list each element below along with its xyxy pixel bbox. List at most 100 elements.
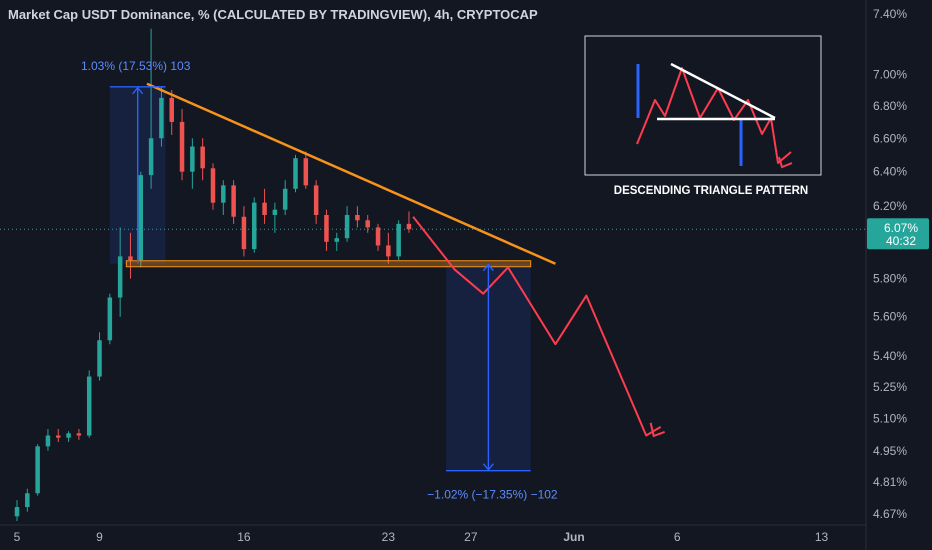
- candle-body: [25, 493, 30, 508]
- candle-body: [334, 238, 340, 242]
- candle: [365, 214, 370, 233]
- exchange: CRYPTOCAP: [456, 7, 538, 22]
- candle: [251, 197, 257, 253]
- candle-body: [251, 202, 257, 250]
- projection-arrow-head: [649, 422, 665, 438]
- drawings-layer: 1.03% (17.53%) 103 −1.02% (−17.35%) −102: [0, 59, 866, 502]
- candle: [35, 444, 40, 496]
- candle: [148, 28, 154, 189]
- candle-body: [324, 214, 329, 242]
- time-tick-label: 6: [674, 530, 681, 544]
- time-tick-label: 9: [96, 530, 103, 544]
- price-tick-label: 6.40%: [873, 165, 907, 179]
- candle: [45, 429, 51, 451]
- candle-body: [241, 216, 247, 250]
- candle: [56, 429, 61, 443]
- price-tick-label: 5.60%: [873, 310, 907, 324]
- candle-body: [179, 121, 185, 172]
- candle-body: [313, 185, 319, 215]
- inset-pattern-diagram: DESCENDING TRIANGLE PATTERN: [584, 35, 822, 197]
- candle-body: [200, 146, 205, 169]
- candle-body: [159, 97, 164, 139]
- candle-body: [169, 97, 174, 122]
- candle: [313, 180, 319, 224]
- measure-layer: [109, 86, 531, 471]
- inset-caption: DESCENDING TRIANGLE PATTERN: [614, 185, 808, 197]
- time-tick-label: 27: [464, 530, 478, 544]
- chart-title: Market Cap USDT Dominance, % (CALCULATED…: [8, 7, 538, 22]
- candle-body: [128, 256, 133, 261]
- candle-body: [97, 340, 102, 377]
- inset-arrow-head: [778, 156, 793, 169]
- price-tick-label: 5.10%: [873, 411, 907, 425]
- candle-body: [293, 158, 298, 189]
- candle: [179, 109, 185, 181]
- candle: [97, 332, 102, 381]
- candle: [375, 223, 381, 251]
- current-price-label: 6.07%: [884, 221, 918, 235]
- symbol-name: Market Cap USDT Dominance, % (CALCULATED…: [8, 7, 428, 22]
- measure-down-top-arrow-head: [482, 263, 494, 272]
- candle-body: [303, 158, 309, 186]
- candle: [190, 138, 195, 189]
- candle-body: [375, 227, 381, 246]
- candle-body: [210, 168, 216, 203]
- resistance-trendline: [146, 82, 556, 265]
- interval[interactable]: 4h: [434, 7, 450, 22]
- candle: [138, 171, 144, 268]
- candle-body: [86, 376, 92, 436]
- candle-body: [262, 202, 267, 215]
- candle: [303, 151, 309, 189]
- price-tick-label: 5.25%: [873, 380, 907, 394]
- price-tick-label: 6.80%: [873, 99, 907, 113]
- candle-body: [76, 433, 82, 436]
- candle-body: [386, 245, 391, 257]
- candle-body: [282, 188, 288, 210]
- candle: [334, 232, 340, 251]
- inset-frame: [584, 35, 822, 176]
- candle-body: [231, 185, 236, 217]
- candle-body: [344, 214, 350, 239]
- candle: [272, 202, 278, 233]
- measure-up-arrow-head: [132, 86, 144, 95]
- support-zone: [125, 260, 532, 268]
- candle-body: [117, 256, 123, 298]
- candle: [76, 429, 82, 440]
- candle-body: [272, 209, 278, 215]
- candle: [210, 163, 216, 210]
- price-tick-label: 7.40%: [873, 7, 907, 21]
- candle: [25, 488, 30, 512]
- time-tick-label: 16: [237, 530, 251, 544]
- inset-price-path: [636, 67, 792, 164]
- time-tick-label: 5: [14, 530, 21, 544]
- candle: [14, 500, 20, 522]
- candle-body: [107, 297, 113, 341]
- measure-down-arrow-head: [482, 463, 494, 471]
- candle: [386, 232, 391, 264]
- candle: [200, 138, 205, 181]
- candle-body: [221, 185, 226, 203]
- current-price-badge: [867, 218, 929, 250]
- candle-body: [14, 507, 20, 517]
- price-tick-label: 4.67%: [873, 507, 907, 521]
- candle-body: [148, 138, 154, 176]
- time-tick-label: 13: [815, 530, 829, 544]
- measure-up-label: 1.03% (17.53%) 103: [81, 59, 191, 73]
- candle: [355, 206, 360, 228]
- candle: [169, 89, 174, 135]
- price-tick-label: 6.20%: [873, 199, 907, 213]
- time-tick-label: 23: [382, 530, 396, 544]
- countdown-label: 40:32: [886, 234, 916, 248]
- candle-body: [406, 223, 412, 230]
- price-tick-label: 5.80%: [873, 272, 907, 286]
- candle-body: [35, 446, 40, 494]
- candle-body: [190, 146, 195, 172]
- candle-body: [45, 435, 51, 447]
- inset-resistance-line: [670, 62, 776, 120]
- candle: [66, 431, 71, 443]
- candle: [262, 188, 267, 224]
- candle: [231, 180, 236, 224]
- measure-down-label: −1.02% (−17.35%) −102: [427, 488, 558, 502]
- candle: [221, 180, 226, 215]
